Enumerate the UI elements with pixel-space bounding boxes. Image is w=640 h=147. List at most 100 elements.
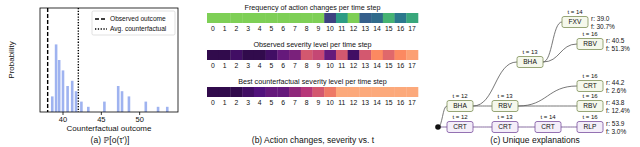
heatmap-cell [207,50,219,60]
legend-swatch [95,18,107,19]
leaf-frequency: f: 2.6% [606,87,626,94]
x-tick-label: 0 [211,25,215,32]
node-time: t = 12 [452,114,468,120]
heatmap-cell [395,87,407,97]
heatmap-cell [324,87,336,97]
x-tick-label: 12 [350,99,358,106]
x-tick-label: 17 [408,99,416,106]
x-tick-label: 3 [246,99,250,106]
heatmap-cell [219,13,231,23]
node-label: CRT [541,123,554,130]
x-tick-label: 7 [293,25,297,32]
node: RBVt = 13 [492,93,518,112]
x-tick-label: 5 [270,25,274,32]
leaf-reward: r: 53.9 [606,120,625,127]
bar [62,70,65,112]
node-label: BHA [523,58,537,65]
edge [518,106,577,107]
node-time: t = 16 [582,114,598,120]
bar [87,107,90,112]
node-label: FXV [569,18,582,25]
leaf-reward: r: 39.0 [591,15,610,22]
heatmap-cell [371,50,383,60]
frame [40,8,178,112]
heatmap-cell [359,87,371,97]
heatmap-cell [301,13,313,23]
heatmap-cell [207,13,219,23]
heatmap-cell [313,87,325,97]
heatmap-cell [242,87,254,97]
heatmap-cell [313,50,325,60]
node-time: t = 14 [540,114,556,120]
x-axis-label: Counterfactual outcome [67,124,152,133]
heatmap-cell [230,87,242,97]
node-box [577,39,603,50]
x-tick-label: 2 [234,99,238,106]
x-tick-label: 6 [281,62,285,69]
figure: 404550Counterfactual outcomeProbabilityO… [0,0,640,147]
x-tick-label: 16 [397,25,405,32]
heatmap-cell [336,50,348,60]
bar [80,102,83,112]
x-tick-label: 45 [97,115,105,124]
node-time: t = 13 [497,93,513,99]
heatmap-cell [348,87,360,97]
node-time: t = 16 [582,31,598,37]
node: CRTt = 16r: 44.2f: 2.6% [577,73,626,94]
edge [561,127,577,128]
bar [55,44,58,112]
x-tick-label: 16 [397,99,405,106]
heatmap-cell [395,50,407,60]
heatmap-cell [230,13,242,23]
x-tick-label: 16 [397,62,405,69]
node-box [492,122,518,133]
edges [438,22,577,127]
heatmap-title: Best counterfactual severity level per t… [238,77,387,86]
x-tick-label: 9 [316,25,320,32]
node-box [517,57,543,68]
x-tick-label: 14 [373,62,381,69]
node-label: CRT [498,123,511,130]
caption: (b) Action changes, severity vs. t [252,135,375,145]
heatmap-cell [371,13,383,23]
x-tick-label: 12 [350,62,358,69]
x-tick-label: 8 [305,62,309,69]
node-box [535,122,561,133]
bar [75,91,78,112]
heatmap-cell [406,50,418,60]
node-label: RLP [584,123,597,130]
node: CRT t = 13 [492,114,518,133]
x-tick-label: 50 [135,115,143,124]
bar [66,86,69,112]
x-tick-label: 11 [338,25,345,32]
x-tick-label: 5 [270,62,274,69]
heatmap-cell [266,13,278,23]
reference-line [47,8,48,112]
heatmap-strip [207,50,418,60]
heatmap-cell [266,87,278,97]
node: CRT t = 14 [535,114,561,133]
node-time: t = 12 [452,93,468,99]
node-time: t = 13 [497,114,513,120]
legend-label: Observed outcome [110,15,166,22]
node-box [562,17,588,28]
heatmap-cell [242,50,254,60]
leaf-frequency: f: 51.3% [606,45,630,52]
legend-box [92,11,175,35]
heatmap-cell [359,13,371,23]
heatmap-cell [289,87,301,97]
bar [121,91,124,112]
leaf-frequency: f: 12.4% [606,107,630,114]
x-tick-label: 2 [234,25,238,32]
node: RBVt = 16r: 43.8f: 12.4% [577,93,630,114]
bar [71,81,74,112]
bar [157,107,160,112]
x-tick-label: 10 [326,62,334,69]
x-tick-label: 17 [408,25,416,32]
node-time: t = 16 [582,93,598,99]
heatmap-cell [406,13,418,23]
edge [438,106,447,127]
bar [103,102,106,112]
x-tick-label: 6 [281,25,285,32]
node-time: t = 16 [582,73,598,79]
